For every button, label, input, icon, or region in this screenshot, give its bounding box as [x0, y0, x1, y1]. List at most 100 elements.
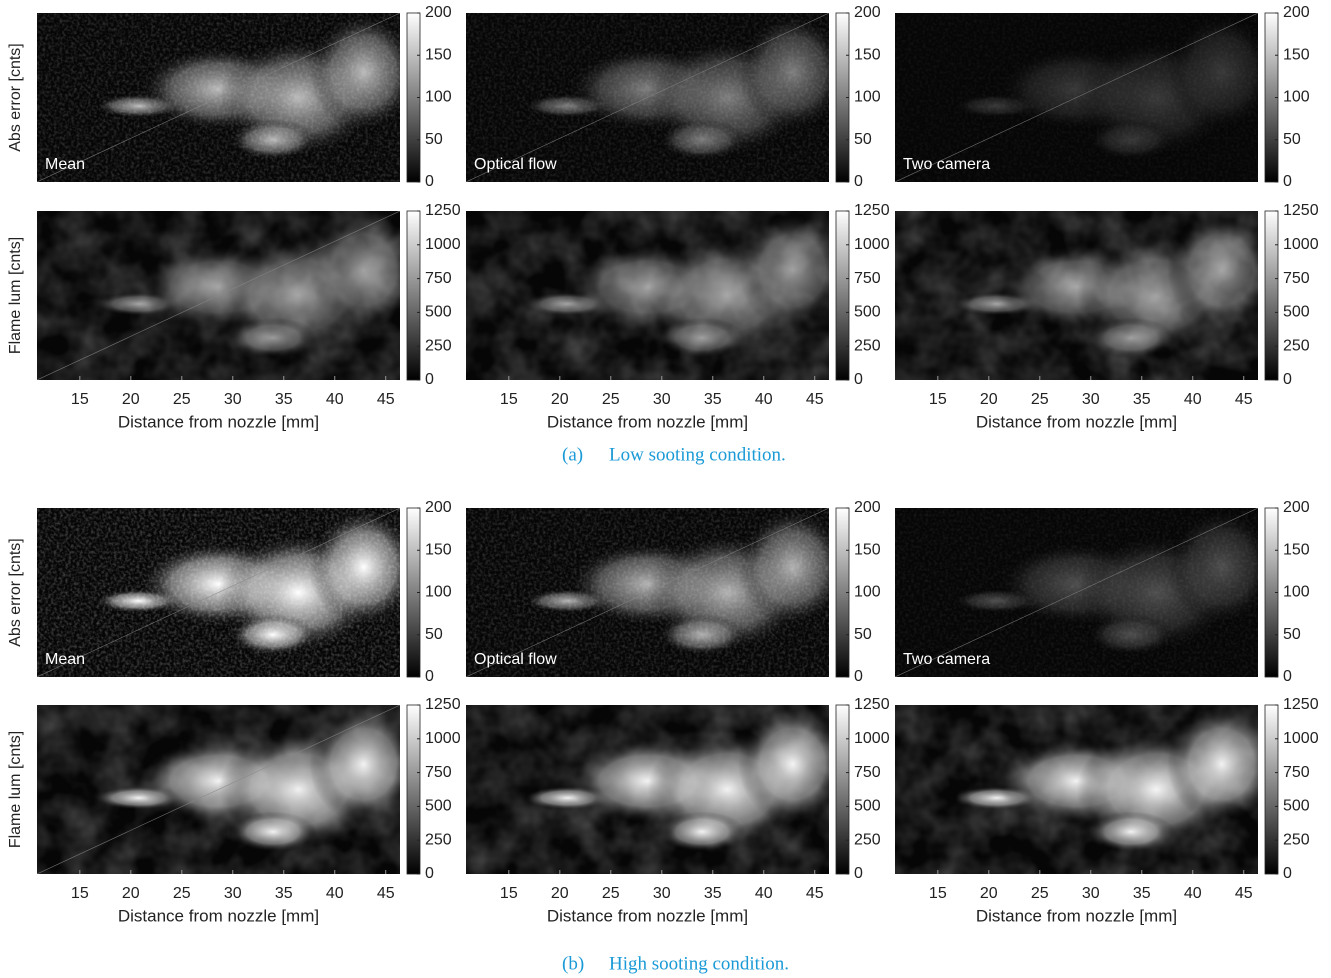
x-tick-label: 35 — [275, 391, 293, 408]
colorbar-tick-label: 0 — [425, 173, 434, 190]
colorbar-tick-label: 750 — [425, 270, 452, 287]
x-tick-label: 15 — [71, 391, 89, 408]
colorbar-tick-label: 250 — [854, 337, 881, 354]
x-tick-label: 20 — [122, 391, 140, 408]
x-tick-label: 20 — [980, 885, 998, 902]
colorbar-tick-label: 200 — [1283, 499, 1310, 516]
x-tick-label: 45 — [1235, 885, 1253, 902]
image-panel: Two camera — [895, 13, 1258, 182]
x-tick-label: 40 — [1184, 391, 1202, 408]
colorbar-tick-label: 1250 — [854, 202, 890, 219]
colorbar-tick-label: 500 — [854, 304, 881, 321]
colorbar-tick-label: 0 — [425, 668, 434, 685]
colorbar-tick-label: 0 — [425, 371, 434, 388]
colorbar-tick-label: 500 — [854, 798, 881, 815]
colorbar-tick-label: 100 — [854, 584, 881, 601]
x-tick-label: 15 — [929, 885, 947, 902]
colorbar-tick-label: 1000 — [1283, 236, 1319, 253]
colorbar-tick-label: 0 — [854, 173, 863, 190]
panel-label: Optical flow — [474, 156, 557, 173]
x-tick-label: 35 — [1133, 885, 1151, 902]
colorbar-tick-label: 1000 — [1283, 730, 1319, 747]
colorbar-tick-label: 1250 — [1283, 696, 1319, 713]
colorbar-tick-label: 750 — [1283, 764, 1310, 781]
x-tick-label: 25 — [602, 391, 620, 408]
x-tick-label: 25 — [602, 885, 620, 902]
colorbar-tick-label: 500 — [1283, 304, 1310, 321]
diagonal — [895, 13, 1258, 182]
colorbar-tick-label: 0 — [1283, 173, 1292, 190]
colorbar — [835, 704, 850, 875]
colorbar-tick-label: 1250 — [854, 696, 890, 713]
x-tick-label: 30 — [224, 391, 242, 408]
colorbar-tick-label: 100 — [425, 89, 452, 106]
caption-label: (b) — [562, 953, 584, 974]
x-tick-label: 35 — [275, 885, 293, 902]
diagonal — [466, 508, 829, 677]
colorbar-tick-label: 250 — [1283, 337, 1310, 354]
colorbar-tick-label: 150 — [425, 46, 452, 63]
colorbar-tick-label: 0 — [1283, 371, 1292, 388]
diagonal — [37, 705, 400, 874]
diagonal — [466, 13, 829, 182]
diagonal — [37, 508, 400, 677]
x-tick-label: 15 — [500, 391, 518, 408]
y-axis-label: Flame lum [cnts] — [7, 237, 24, 354]
colorbar — [1264, 704, 1279, 875]
x-axis-label: Distance from nozzle [mm] — [976, 906, 1177, 925]
y-axis-label: Abs error [cnts] — [7, 43, 24, 151]
colorbar-tick-label: 100 — [425, 584, 452, 601]
x-axis-label: Distance from nozzle [mm] — [118, 412, 319, 431]
colorbar-tick-label: 1250 — [425, 202, 461, 219]
x-tick-label: 25 — [1031, 391, 1049, 408]
x-tick-label: 35 — [704, 885, 722, 902]
x-tick-label: 30 — [1082, 391, 1100, 408]
colorbar-tick-label: 150 — [854, 541, 881, 558]
colorbar-tick-label: 50 — [854, 131, 872, 148]
image-panel — [466, 211, 829, 380]
image-panel — [37, 211, 400, 380]
colorbar-tick-label: 250 — [425, 831, 452, 848]
x-tick-label: 35 — [1133, 391, 1151, 408]
x-tick-label: 30 — [1082, 885, 1100, 902]
panel-label: Mean — [45, 156, 85, 173]
x-tick-label: 45 — [806, 391, 824, 408]
colorbar-tick-label: 750 — [1283, 270, 1310, 287]
colorbar-tick-label: 100 — [854, 89, 881, 106]
x-tick-label: 45 — [806, 885, 824, 902]
x-tick-label: 15 — [929, 391, 947, 408]
colorbar-tick-label: 500 — [1283, 798, 1310, 815]
panel-label: Two camera — [903, 651, 990, 668]
colorbar-tick-label: 200 — [425, 499, 452, 516]
colorbar-tick-label: 50 — [1283, 626, 1301, 643]
y-axis-label: Flame lum [cnts] — [7, 731, 24, 848]
image-panel — [466, 705, 829, 874]
colorbar-tick-label: 750 — [854, 764, 881, 781]
caption: High sooting condition. — [609, 953, 789, 974]
diagonal — [37, 211, 400, 380]
colorbar — [406, 210, 421, 381]
diagonal — [895, 508, 1258, 677]
colorbar-tick-label: 100 — [1283, 584, 1310, 601]
colorbar-tick-label: 0 — [425, 865, 434, 882]
colorbar-tick-label: 100 — [1283, 89, 1310, 106]
x-tick-label: 35 — [704, 391, 722, 408]
colorbar-tick-label: 50 — [425, 131, 443, 148]
panel-label: Two camera — [903, 156, 990, 173]
colorbar-tick-label: 250 — [1283, 831, 1310, 848]
x-tick-label: 40 — [326, 885, 344, 902]
x-tick-label: 40 — [755, 885, 773, 902]
texture — [895, 705, 1258, 874]
x-tick-label: 25 — [1031, 885, 1049, 902]
colorbar-tick-label: 200 — [854, 4, 881, 21]
colorbar-tick-label: 0 — [854, 865, 863, 882]
texture — [466, 211, 829, 380]
colorbar-tick-label: 50 — [1283, 131, 1301, 148]
colorbar-tick-label: 1000 — [425, 236, 461, 253]
image-panel: Mean — [37, 13, 400, 182]
x-tick-label: 40 — [326, 391, 344, 408]
x-tick-label: 45 — [1235, 391, 1253, 408]
colorbar-tick-label: 150 — [1283, 541, 1310, 558]
image-panel: Mean — [37, 508, 400, 677]
x-tick-label: 25 — [173, 885, 191, 902]
